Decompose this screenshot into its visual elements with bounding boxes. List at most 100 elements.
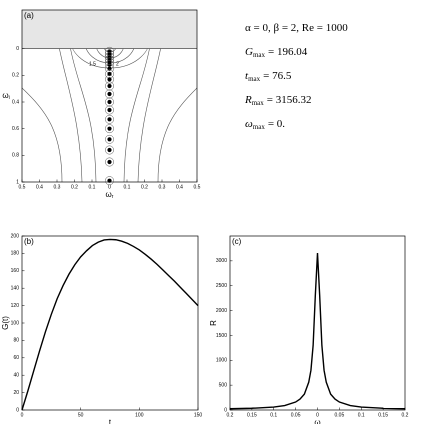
annotation: tmax = 76.5 — [245, 70, 292, 83]
contour-ring — [105, 105, 114, 115]
x-tick-label: 0.1 — [89, 184, 96, 190]
annotation-text: = 196.04 — [268, 46, 308, 58]
contour-ring — [105, 157, 114, 167]
x-axis-label-main: ω — [314, 418, 320, 424]
y-axis-label-main: R — [209, 320, 218, 326]
eigenvalue-point — [107, 83, 112, 89]
x-tick-label: 0 — [108, 184, 111, 190]
x-axis-label: ωr — [106, 190, 114, 200]
y-axis-label-main: G(t) — [1, 316, 10, 330]
x-tick-label: 0.2 — [227, 412, 234, 418]
data-line — [229, 253, 406, 410]
shaded-region — [22, 10, 197, 49]
contour-line — [157, 87, 197, 182]
x-tick-label: 0 — [316, 412, 319, 418]
x-tick-label: 0 — [21, 412, 24, 418]
y-tick-label: 1500 — [216, 333, 227, 339]
x-tick-label: 100 — [135, 412, 144, 418]
contour-line — [69, 45, 97, 182]
contour-label: 2 — [116, 61, 119, 67]
annotation: Rmax = 3156.32 — [244, 94, 312, 107]
contour-ring — [105, 89, 114, 99]
x-tick-label: 0.05 — [291, 412, 301, 418]
y-tick-label: 0 — [16, 46, 19, 52]
x-tick-label: 50 — [78, 412, 84, 418]
x-axis-label: t — [109, 418, 112, 424]
annotation-symbol: R — [244, 94, 252, 106]
contour-ring — [105, 74, 114, 84]
annotation: α = 0, β = 2, Re = 1000 — [245, 22, 348, 34]
y-axis-label: R — [209, 320, 218, 326]
panel-label: (c) — [232, 237, 242, 246]
x-tick-label: 0.1 — [124, 184, 131, 190]
y-tick-label: 2000 — [216, 308, 227, 314]
y-tick-label: 200 — [11, 233, 20, 239]
x-tick-label: 0.15 — [247, 412, 257, 418]
y-tick-label: 1000 — [216, 358, 227, 364]
panel-label: (b) — [24, 237, 34, 246]
annotation-text: = 3156.32 — [267, 94, 312, 106]
y-tick-label: 1 — [16, 179, 19, 185]
annotation-symbol: t — [245, 70, 249, 82]
y-tick-label: 0.4 — [12, 99, 19, 105]
x-tick-label: 0.1 — [358, 412, 365, 418]
x-tick-label: 150 — [194, 412, 203, 418]
x-tick-label: 0.2 — [71, 184, 78, 190]
x-axis-label-sub: r — [112, 194, 114, 200]
contour-line — [123, 45, 151, 182]
contour-label: 1.5 — [89, 61, 96, 67]
y-tick-label: 20 — [13, 390, 19, 396]
eigenvalue-point — [107, 137, 112, 142]
annotation-text: α = 0, β = 2, Re = 1000 — [245, 22, 348, 34]
annotation-subscript: max — [253, 51, 266, 59]
annotation-text: = 76.5 — [263, 70, 292, 82]
eigenvalue-point — [107, 147, 112, 153]
x-axis-label-main: ω — [106, 190, 112, 199]
y-tick-label: 0 — [224, 407, 227, 413]
annotation-subscript: max — [248, 75, 261, 83]
eigenvalue-point — [107, 77, 112, 82]
y-tick-label: 120 — [11, 303, 20, 309]
y-axis-label: ωi — [2, 91, 9, 101]
eigenvalue-point — [107, 159, 112, 165]
contour-ring — [105, 134, 114, 144]
y-axis-label-main: ω — [2, 91, 8, 100]
contour-ring — [105, 81, 114, 91]
y-tick-label: 80 — [13, 338, 19, 344]
x-tick-label: 0.3 — [54, 184, 61, 190]
eigenvalue-point — [107, 99, 112, 105]
y-axis-label-sub: i — [9, 95, 10, 101]
x-tick-label: 0.5 — [194, 184, 201, 190]
y-tick-label: 0.6 — [12, 126, 19, 132]
x-tick-label: 0.3 — [159, 184, 166, 190]
y-tick-label: 180 — [11, 251, 20, 257]
annotation: Gmax = 196.04 — [245, 46, 308, 59]
y-axis-label: G(t) — [1, 316, 10, 330]
contour-line — [22, 87, 63, 182]
x-tick-label: 0.5 — [19, 184, 26, 190]
annotation-symbol: G — [245, 46, 253, 58]
contour-ring — [105, 176, 114, 186]
y-tick-label: 100 — [11, 320, 20, 326]
data-line — [21, 238, 199, 411]
contour-ring — [105, 97, 114, 107]
y-tick-label: 140 — [11, 286, 20, 292]
annotation-subscript: max — [253, 123, 266, 131]
eigenvalue-point — [107, 107, 112, 113]
y-tick-label: 0.8 — [12, 153, 19, 159]
x-axis-label-main: t — [109, 418, 112, 424]
eigenvalue-point — [107, 91, 112, 97]
x-tick-label: 0.4 — [176, 184, 183, 190]
x-tick-label: 0.2 — [402, 412, 409, 418]
y-tick-label: 2500 — [216, 283, 227, 289]
panel-label: (a) — [24, 11, 34, 20]
y-tick-label: 60 — [13, 355, 19, 361]
annotation: ωmax = 0. — [245, 118, 285, 131]
contour-ring — [105, 124, 114, 134]
annotation-subscript: max — [252, 99, 265, 107]
annotation-symbol: ω — [245, 118, 253, 130]
eigenvalue-point — [107, 117, 112, 122]
y-tick-label: 160 — [11, 268, 20, 274]
y-tick-label: 0 — [16, 407, 19, 413]
